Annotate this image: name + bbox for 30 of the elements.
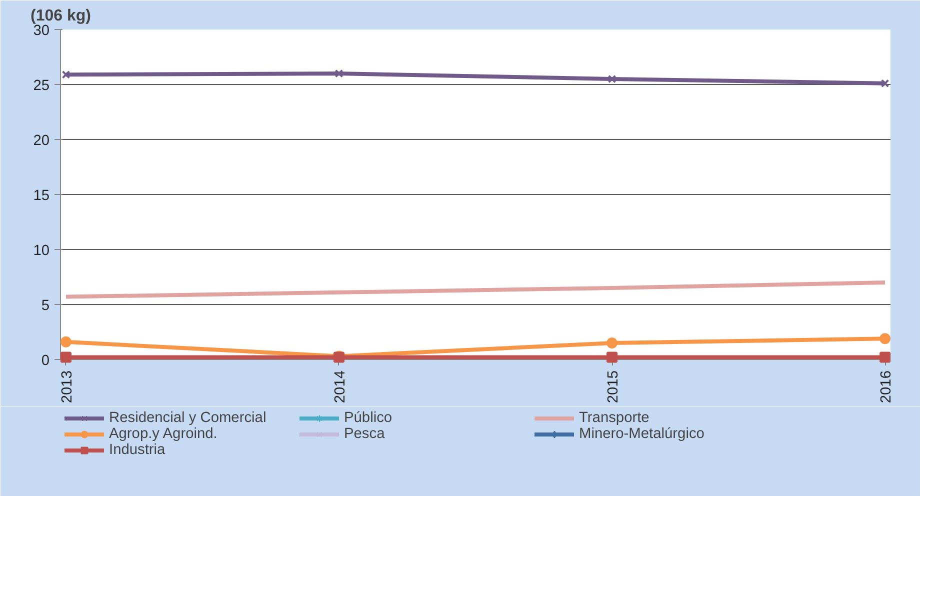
point [60,352,72,363]
y-tick-label: 20 [33,133,50,149]
line-series [64,280,888,299]
point [880,79,890,88]
y-tick-label: 5 [41,298,50,314]
point [880,352,891,363]
y-tick-label: 30 [33,23,50,39]
x-tick-label: 2014 [332,370,348,404]
legend-label: Industria [109,442,166,458]
legend-label: Agrop.y Agroind. [109,426,218,442]
y-tick-label: 0 [41,353,50,369]
legend-label: Público [344,410,394,426]
legend-label: Minero-Metalúrgico [579,426,706,442]
point [608,74,616,84]
y-tick-label: 25 [33,78,50,94]
legend-label: Pesca [344,426,386,442]
y-tick-label: 10 [33,243,50,259]
point [334,69,344,78]
point [60,336,72,348]
point [62,70,70,79]
y-axis-title: (106 kg) [30,8,91,24]
point [606,338,618,348]
point [606,352,618,363]
legend-label: Transporte [579,410,650,426]
y-tick-label: 15 [33,188,50,204]
legend-label: Residencial y Comercial [109,410,268,426]
x-tick-label: 2016 [878,370,895,404]
x-tick-label: 2013 [59,370,76,404]
x-tick-label: 2015 [606,370,622,404]
point [880,333,891,344]
